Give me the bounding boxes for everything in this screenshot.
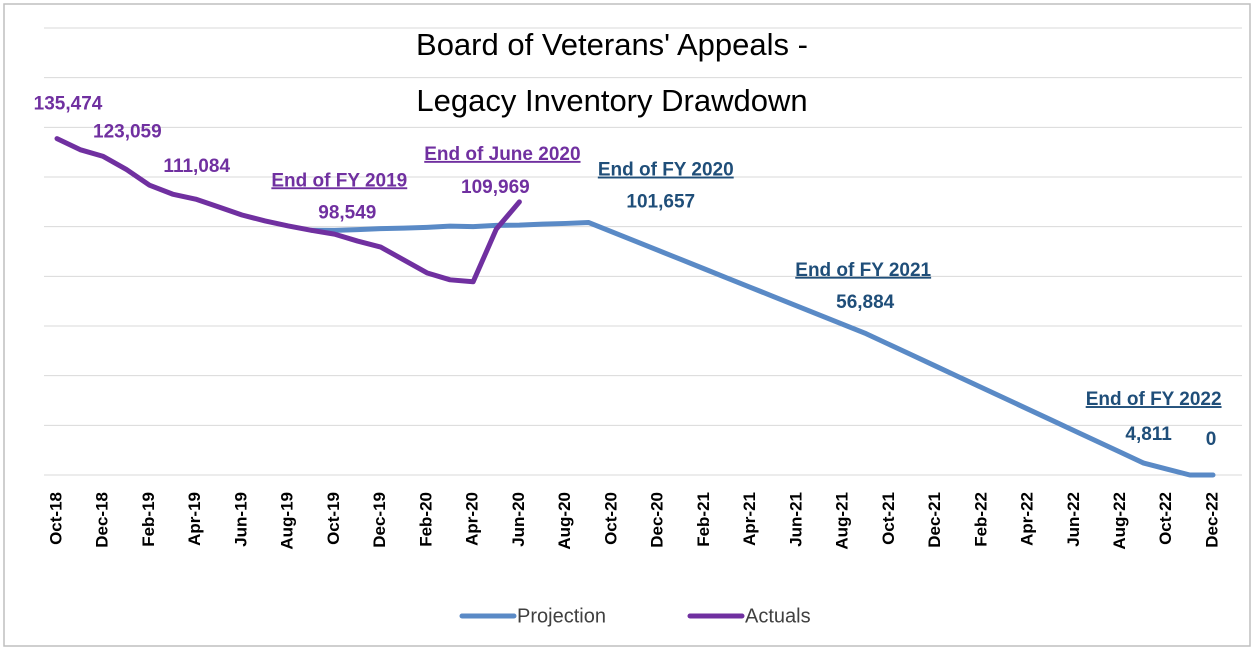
annotation: End of FY 2022 [1086, 389, 1222, 410]
x-tick-label: Feb-19 [139, 492, 158, 547]
data-label: 123,059 [93, 121, 162, 142]
chart-frame [3, 3, 1251, 647]
series-line [308, 220, 1216, 478]
annotation: End of June 2020 [424, 144, 580, 165]
x-tick-label: Dec-19 [370, 492, 389, 548]
x-tick-label: Feb-22 [971, 492, 990, 547]
x-tick-label: Apr-19 [185, 492, 204, 546]
x-tick-label: Aug-22 [1110, 492, 1129, 550]
annotation: End of FY 2020 [598, 160, 734, 181]
chart-title: Legacy Inventory Drawdown [416, 83, 807, 118]
x-tick-label: Dec-20 [648, 492, 667, 548]
x-tick-label: Dec-21 [925, 492, 944, 548]
x-tick-label: Aug-20 [555, 492, 574, 550]
x-tick-label: Oct-22 [1156, 492, 1175, 545]
x-tick-label: Oct-19 [324, 492, 343, 545]
x-tick-label: Aug-19 [278, 492, 297, 550]
x-tick-label: Apr-21 [740, 492, 759, 546]
data-label: 0 [1206, 429, 1217, 450]
x-tick-label: Oct-20 [601, 492, 620, 545]
x-tick-label: Aug-21 [833, 492, 852, 550]
data-label: 135,474 [34, 94, 103, 115]
x-tick-label: Feb-21 [694, 492, 713, 547]
chart-title: Board of Veterans' Appeals - [416, 27, 808, 62]
annotation: End of FY 2019 [271, 170, 407, 191]
x-tick-label: Jun-21 [786, 492, 805, 547]
x-tick-label: Dec-18 [93, 492, 112, 548]
data-label: 98,549 [318, 202, 376, 223]
legend-label: Projection [517, 605, 606, 627]
x-tick-label: Jun-22 [1064, 492, 1083, 547]
x-tick-label: Jun-19 [231, 492, 250, 547]
x-tick-label: Feb-20 [416, 492, 435, 547]
x-tick-label: Oct-21 [879, 492, 898, 545]
series-line [54, 136, 522, 285]
annotation: End of FY 2021 [795, 260, 931, 281]
x-tick-label: Apr-22 [1018, 492, 1037, 546]
legend-label: Actuals [745, 605, 811, 627]
x-tick-label: Jun-20 [509, 492, 528, 547]
data-label: 101,657 [626, 192, 695, 213]
x-tick-label: Apr-20 [463, 492, 482, 546]
data-label: 56,884 [836, 292, 895, 313]
data-label: 109,969 [461, 177, 530, 198]
x-tick-label: Oct-18 [46, 492, 65, 545]
data-label: 111,084 [163, 156, 230, 177]
x-tick-label: Dec-22 [1202, 492, 1221, 548]
data-label: 4,811 [1125, 424, 1172, 445]
